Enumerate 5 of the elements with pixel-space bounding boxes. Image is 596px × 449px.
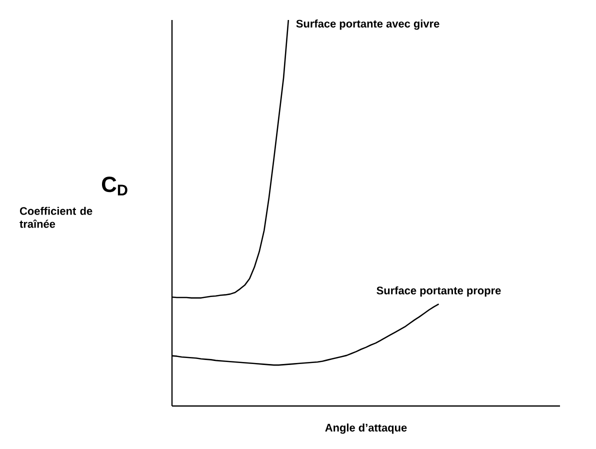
x-axis-title: Angle d’attaque <box>325 424 407 434</box>
text: Coefficient de traînée <box>20 206 92 228</box>
series-label: Surface portante propre <box>376 286 501 297</box>
series-label: Surface portante avec givre <box>296 20 440 30</box>
y-axis-title: C$_{D}$ <box>102 176 128 196</box>
